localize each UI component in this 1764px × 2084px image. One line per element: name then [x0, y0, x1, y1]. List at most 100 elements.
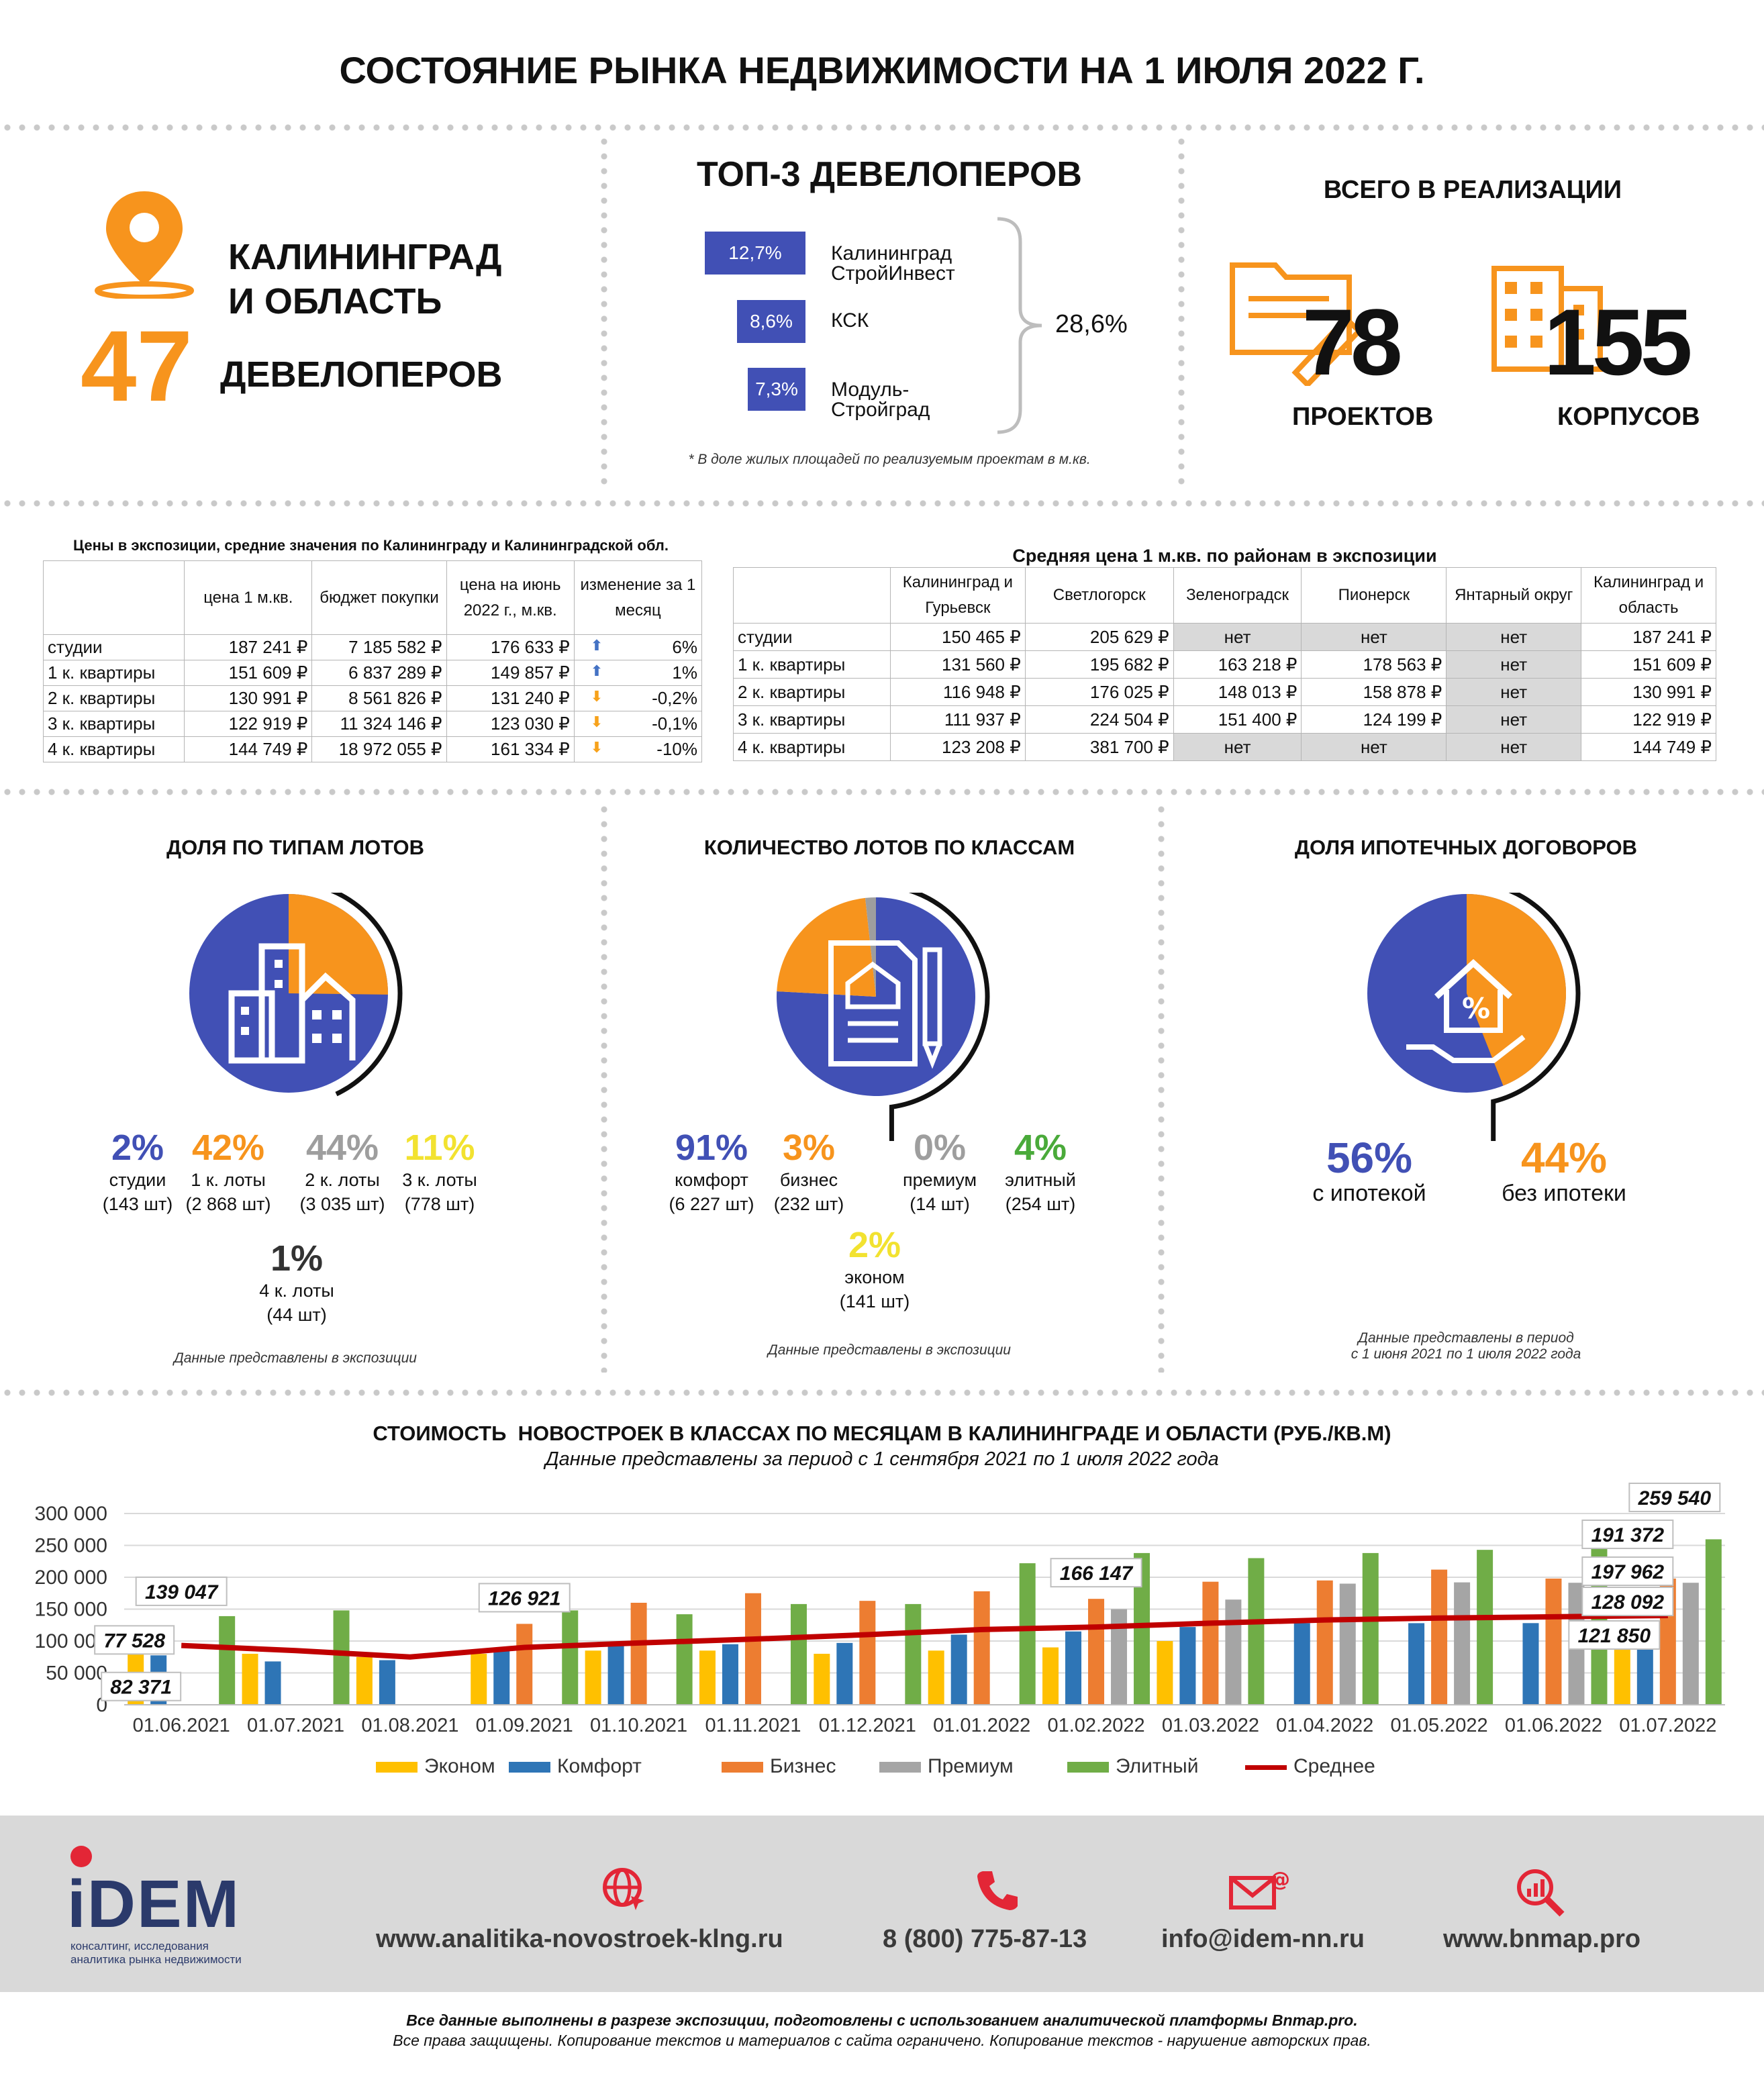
legend-count: (232 шт): [773, 1194, 844, 1214]
legend-item[interactable]: Элитный: [1067, 1755, 1198, 1778]
chart-bar[interactable]: [607, 1646, 624, 1705]
chart-bar[interactable]: [1522, 1623, 1539, 1705]
chart-bar[interactable]: [814, 1654, 830, 1705]
buildings-count: 155: [1544, 289, 1693, 395]
chart-bar[interactable]: [1065, 1631, 1082, 1705]
chart-bar[interactable]: [471, 1654, 487, 1705]
developer-name-line: Модуль-: [831, 379, 910, 401]
legend-percent: 44%: [305, 1128, 379, 1168]
phone-icon: [975, 1866, 1022, 1916]
chart-bar[interactable]: [1545, 1578, 1562, 1705]
chart-bar[interactable]: [1454, 1582, 1471, 1705]
legend-label: 3 к. лоты: [402, 1170, 477, 1190]
price-table-title: Цены в экспозиции, средние значения по К…: [73, 537, 669, 554]
price-table-header: цена на июнь 2022 г., м.кв.: [446, 560, 575, 635]
chart-bar[interactable]: [699, 1650, 716, 1705]
chart-bar[interactable]: [1088, 1599, 1105, 1705]
chart-bar[interactable]: [562, 1610, 579, 1705]
budget-cell: 6 837 289 ₽: [311, 660, 447, 686]
x-tick-label: 01.05.2022: [1391, 1715, 1488, 1736]
projects-label: ПРОЕКТОВ: [1292, 403, 1434, 431]
legend-percent: 44%: [1520, 1134, 1608, 1182]
chart-bar[interactable]: [1705, 1539, 1722, 1705]
chart-bar[interactable]: [836, 1642, 853, 1705]
chart-bar[interactable]: [1019, 1563, 1036, 1705]
chart-bar[interactable]: [242, 1654, 258, 1705]
chart-bar[interactable]: [744, 1593, 761, 1705]
legend-percent: 3%: [782, 1128, 836, 1168]
data-label-box: [1581, 1520, 1674, 1549]
chart-bar[interactable]: [1248, 1558, 1265, 1705]
legend-item[interactable]: Бизнес: [722, 1755, 836, 1778]
chart-bar[interactable]: [859, 1601, 876, 1705]
chart-bar[interactable]: [1293, 1623, 1310, 1705]
chart-bar[interactable]: [1682, 1583, 1699, 1705]
phone-link[interactable]: 8 (800) 775-87-13: [883, 1925, 1087, 1953]
legend-item: 0% премиум (14 шт): [893, 1128, 987, 1216]
chart-bar[interactable]: [905, 1603, 922, 1705]
legend-item[interactable]: Среднее: [1245, 1755, 1375, 1778]
district-table-header: Светлогорск: [1024, 567, 1174, 624]
data-label: 126 921: [488, 1587, 560, 1609]
svg-text:@: @: [1270, 1868, 1289, 1891]
chart-bar[interactable]: [219, 1616, 236, 1705]
june-price-cell: 149 857 ₽: [446, 660, 575, 686]
chart-bar[interactable]: [264, 1661, 281, 1705]
chart-bar[interactable]: [950, 1634, 967, 1705]
legend-item[interactable]: Комфорт: [509, 1755, 642, 1778]
chart-bar[interactable]: [973, 1591, 990, 1705]
arrow-down-icon: ⬇: [590, 713, 603, 730]
email-link[interactable]: info@idem-nn.ru: [1161, 1925, 1365, 1953]
chart-bar[interactable]: [1408, 1623, 1425, 1705]
row-name: 3 к. квартиры: [42, 711, 185, 737]
chart-bar[interactable]: [1477, 1550, 1493, 1705]
chart-bar[interactable]: [493, 1650, 510, 1705]
legend-percent: 91%: [675, 1128, 748, 1168]
chart-bar[interactable]: [1225, 1599, 1242, 1705]
legend-percent: 2%: [848, 1225, 901, 1265]
district-table-header: [733, 567, 891, 624]
logo-dot-icon: [70, 1846, 92, 1867]
district-price-cell: 150 465 ₽: [889, 623, 1026, 651]
chart-bar[interactable]: [1179, 1627, 1196, 1705]
chart-bar[interactable]: [928, 1650, 944, 1705]
developer-name-line: Стройград: [831, 399, 930, 421]
chart-bar[interactable]: [1339, 1583, 1356, 1705]
chart-bar[interactable]: [1202, 1581, 1219, 1705]
legend-label: Среднее: [1293, 1755, 1375, 1777]
chart-bar[interactable]: [790, 1603, 807, 1705]
x-tick-label: 01.07.2022: [1619, 1715, 1716, 1736]
budget-cell: 7 185 582 ₽: [311, 634, 447, 660]
change-cell: ⬇ -0,1%: [573, 711, 703, 737]
bnmap-link[interactable]: www.bnmap.pro: [1443, 1925, 1641, 1953]
arrow-down-icon: ⬇: [590, 739, 603, 756]
chart-bar[interactable]: [379, 1660, 395, 1705]
district-table-header: Калининград и Гурьевск: [889, 567, 1026, 624]
chart-bar[interactable]: [1157, 1641, 1173, 1705]
chart-bar[interactable]: [356, 1656, 373, 1705]
legend-label: Комфорт: [557, 1755, 642, 1777]
chart-bar[interactable]: [1042, 1647, 1059, 1705]
chart-bar[interactable]: [1316, 1580, 1333, 1705]
data-label-box: [101, 1671, 182, 1701]
legend-count: (3 035 шт): [299, 1194, 385, 1214]
chart-bar[interactable]: [676, 1614, 693, 1705]
chart-bar[interactable]: [516, 1624, 533, 1705]
legend-label: Эконом: [424, 1755, 495, 1777]
change-value: 1%: [672, 662, 697, 683]
website-link[interactable]: www.analitika-novostroek-klng.ru: [376, 1925, 783, 1953]
chart-bar[interactable]: [630, 1603, 647, 1705]
legend-item[interactable]: Премиум: [879, 1755, 1014, 1778]
legend-item[interactable]: Эконом: [376, 1755, 495, 1778]
chart-bar[interactable]: [333, 1610, 350, 1705]
average-line[interactable]: [181, 1613, 1668, 1660]
x-tick-label: 01.03.2022: [1162, 1715, 1259, 1736]
chart-bar[interactable]: [1362, 1552, 1379, 1705]
chart-bar[interactable]: [722, 1644, 738, 1705]
chart-bar[interactable]: [585, 1650, 601, 1705]
legend-percent: 56%: [1326, 1134, 1413, 1182]
district-price-cell: 224 504 ₽: [1024, 705, 1174, 734]
district-price-cell: 205 629 ₽: [1024, 623, 1174, 651]
chart-bar[interactable]: [1431, 1569, 1448, 1705]
